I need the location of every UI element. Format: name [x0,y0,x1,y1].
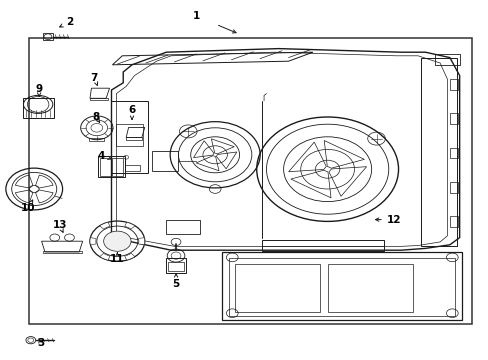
Bar [261,240,383,251]
Wedge shape [138,238,144,245]
Text: 12: 12 [386,215,401,225]
Bar [111,101,148,173]
Wedge shape [124,222,135,229]
Bar [166,220,200,234]
Wedge shape [100,253,110,260]
Text: 1: 1 [193,11,200,21]
Text: 3: 3 [37,338,44,348]
Bar [166,258,185,273]
Text: 6: 6 [128,105,135,115]
Bar [43,33,53,40]
Bar [449,113,457,124]
Wedge shape [90,238,96,245]
Bar [29,38,471,324]
Bar [449,216,457,227]
Bar [42,251,81,253]
Text: 7: 7 [90,73,98,83]
Bar [125,165,140,171]
Bar [449,182,457,193]
Text: 8: 8 [92,112,99,122]
Bar [434,54,459,65]
Bar [100,158,110,176]
Text: 9: 9 [36,84,42,94]
Bar [29,38,471,324]
Bar [222,252,461,320]
Wedge shape [100,222,110,229]
Text: 13: 13 [52,220,67,230]
Bar [89,138,104,141]
Bar [449,79,457,90]
Text: 11: 11 [110,254,124,264]
Text: 2: 2 [66,17,73,27]
Bar [327,264,412,312]
Wedge shape [124,253,135,260]
Bar [90,98,107,100]
Bar [234,264,320,312]
Text: 10: 10 [21,203,36,213]
Bar [449,148,457,158]
Bar [420,58,456,246]
Circle shape [103,231,131,251]
Bar [116,124,143,146]
Text: 4: 4 [97,150,105,161]
Bar [112,158,123,176]
Bar [151,151,178,171]
Text: 5: 5 [172,279,179,289]
Bar [228,258,454,316]
Bar [98,156,125,177]
Bar [23,98,54,118]
Bar [126,137,142,140]
Bar [168,262,183,271]
